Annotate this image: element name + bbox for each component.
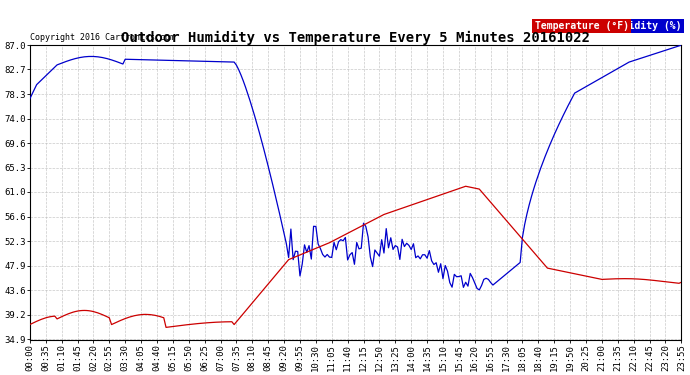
Text: Humidity (%): Humidity (%) (611, 21, 681, 31)
Title: Outdoor Humidity vs Temperature Every 5 Minutes 20161022: Outdoor Humidity vs Temperature Every 5 … (121, 30, 590, 45)
Text: Temperature (°F): Temperature (°F) (535, 21, 629, 31)
Text: Copyright 2016 Cartronics.com: Copyright 2016 Cartronics.com (30, 33, 175, 42)
